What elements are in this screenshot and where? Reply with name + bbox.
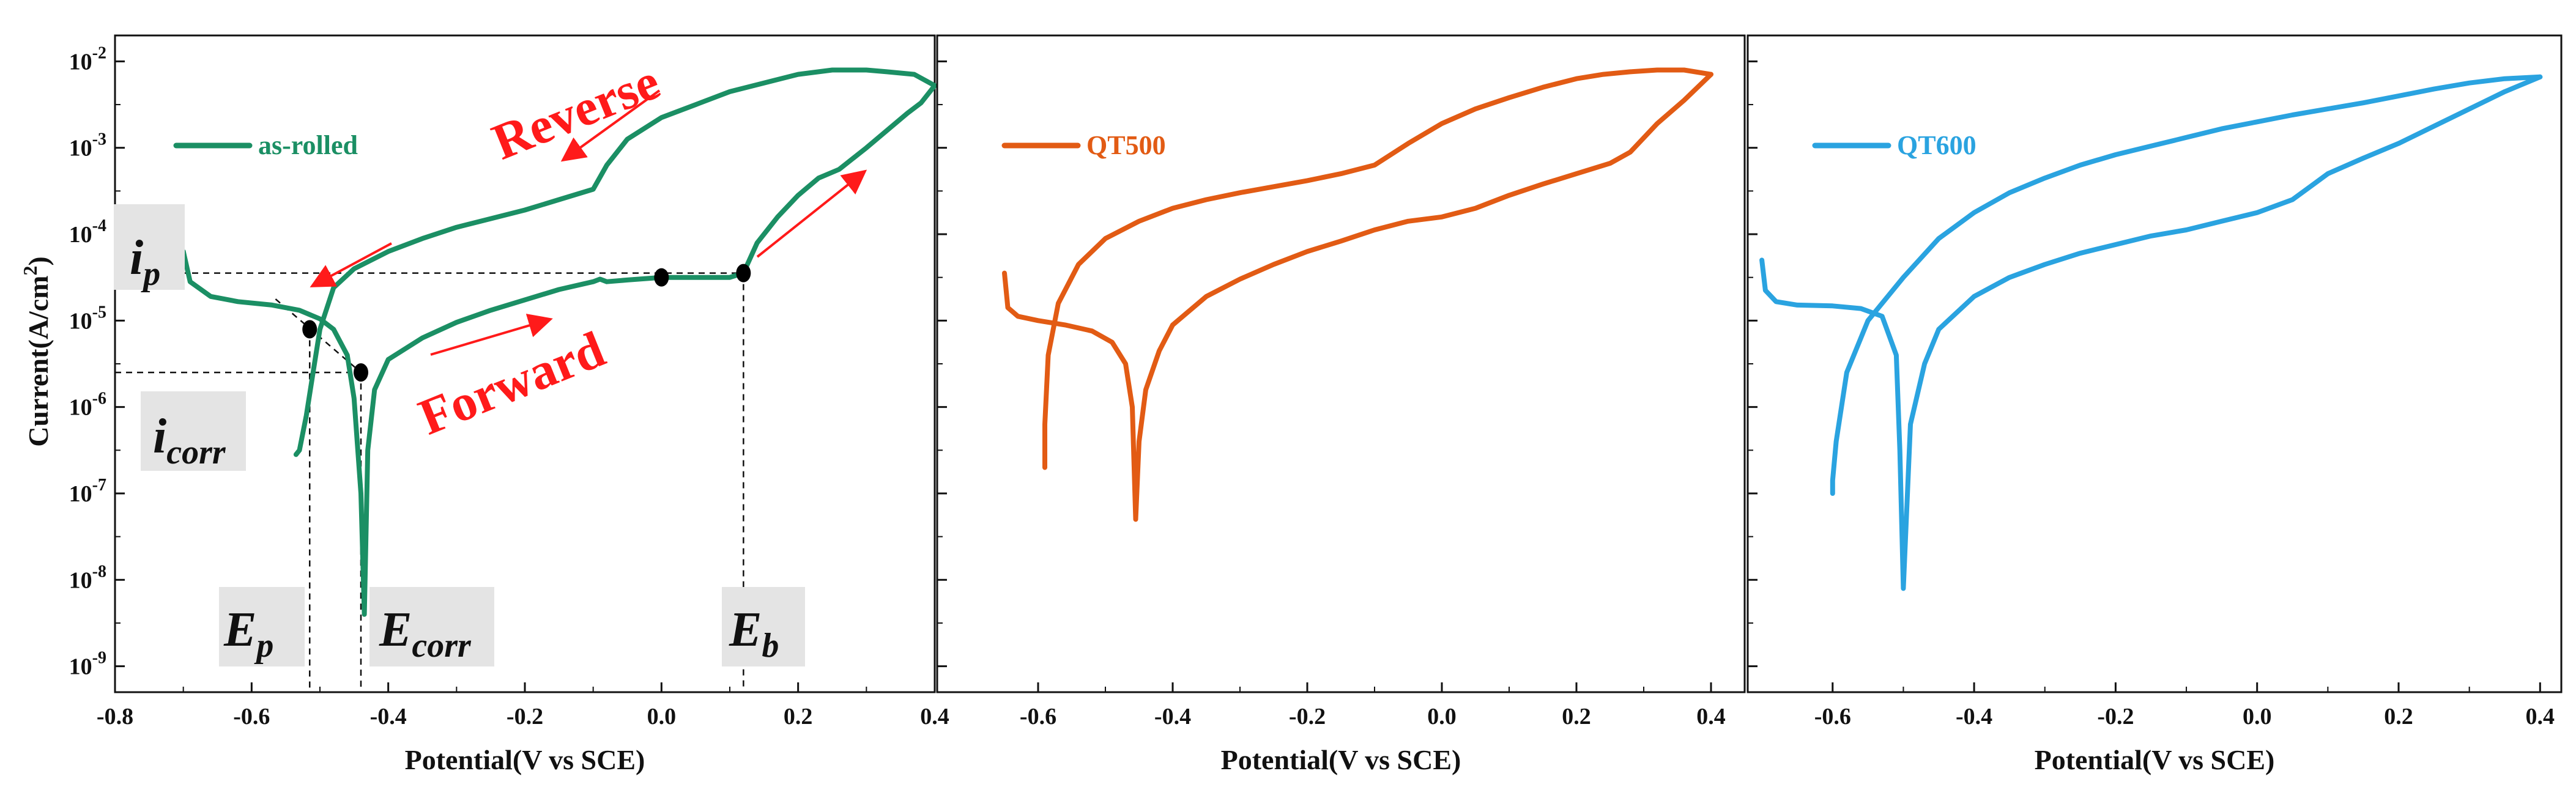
x-tick-label: 0.4	[920, 704, 949, 729]
x-tick-label: -0.2	[2097, 704, 2134, 729]
y-tick-label: 10-2	[69, 43, 106, 75]
x-tick-label: 0.2	[784, 704, 813, 729]
eb-label: Eb	[729, 603, 779, 665]
eb-label-sub: b	[762, 627, 779, 665]
y-axis-title: Current(A/cm2)	[19, 256, 54, 447]
legend-label: as-rolled	[258, 130, 358, 160]
y-tick-label: 10-5	[69, 303, 106, 334]
x-tick-label: -0.6	[1020, 704, 1056, 729]
icorr-label-main: i	[153, 410, 166, 463]
eb-label-box	[722, 587, 805, 666]
y-tick-label: 10-4	[69, 216, 106, 248]
x-tick-label: -0.4	[370, 704, 407, 729]
panel-qt600: -0.6 -0.4 -0.2 0.0 0.2 0.4 Potential(V vs SCE)…	[1746, 34, 2563, 775]
forward-arrow	[430, 314, 553, 356]
ecorr-label-box	[369, 587, 494, 666]
icorr-label: icorr	[153, 410, 226, 471]
ecorr-label-sub: corr	[412, 627, 472, 665]
series-breakdown-line	[741, 83, 937, 276]
ip-label-main: i	[130, 231, 143, 285]
y-tick-label-exp: -6	[92, 389, 106, 408]
ip-label-box	[114, 204, 185, 290]
breakdown-arrow	[756, 169, 867, 258]
y-tick-label: 10-9	[69, 649, 106, 680]
y-tick-label: 10-6	[69, 389, 106, 421]
x-tick-label: 0.4	[1696, 704, 1726, 729]
x-tick-label: -0.4	[1956, 704, 1992, 729]
icorr-label-box	[141, 391, 246, 471]
y-tick-label-exp: -8	[92, 562, 106, 581]
y-axis-title-sup: 2	[19, 266, 41, 276]
y-axis-title-main: Current(A/cm	[23, 276, 54, 447]
x-tick-label: -0.2	[507, 704, 543, 729]
ep-label-box	[219, 587, 305, 666]
y-axis-title-close: )	[23, 256, 54, 265]
series-reverse-line	[1830, 74, 2543, 496]
panel-as-rolled: 10-910-810-710-610-510-410-310-2-0.8 -0.6…	[69, 34, 949, 775]
y-tick-label-base: 10	[69, 567, 92, 593]
y-tick-label: 10-3	[69, 130, 106, 161]
point-passive	[654, 268, 669, 287]
y-tick-label: 10-7	[69, 476, 106, 507]
ip-label: ip	[130, 231, 160, 293]
x-tick-label: -0.6	[233, 704, 270, 729]
y-tick-label-exp: -7	[92, 476, 106, 495]
y-tick-label-base: 10	[69, 481, 92, 507]
y-tick-label-exp: -4	[92, 216, 106, 235]
y-tick-label-base: 10	[69, 222, 92, 248]
x-tick-label: -0.2	[1289, 704, 1326, 729]
x-tick-label: 0.0	[2243, 704, 2272, 729]
y-tick-label-base: 10	[69, 308, 92, 334]
series-forward-line	[180, 249, 746, 617]
x-tick-label: 0.0	[1427, 704, 1457, 729]
series-reverse-line	[1042, 67, 1713, 470]
y-tick-label-base: 10	[69, 136, 92, 161]
x-axis-title: Potential(V vs SCE)	[2035, 744, 2275, 775]
ip-label-sub: p	[141, 255, 160, 293]
y-tick-label-exp: -2	[92, 43, 106, 62]
ecorr-label: Ecorr	[379, 603, 472, 665]
point-ecorr	[354, 363, 368, 382]
y-tick-label-exp: -3	[92, 130, 106, 149]
y-tick-label-base: 10	[69, 49, 92, 75]
ep-label-sub: p	[254, 627, 273, 665]
x-tick-label: 0.2	[1562, 704, 1591, 729]
x-tick-label: 0.2	[2384, 704, 2413, 729]
x-axis-title: Potential(V vs SCE)	[1221, 744, 1461, 775]
x-tick-label: -0.4	[1154, 704, 1191, 729]
reverse-arrow-lower	[310, 242, 392, 287]
x-tick-label: 0.0	[647, 704, 677, 729]
y-tick-label-base: 10	[69, 395, 92, 421]
panel-qt500: -0.6 -0.4 -0.2 0.0 0.2 0.4 Potential(V vs SCE)…	[936, 34, 1746, 775]
x-axis-title: Potential(V vs SCE)	[405, 744, 645, 775]
icorr-label-sub: corr	[166, 434, 226, 471]
ecorr-label-main: E	[379, 603, 412, 657]
x-tick-label: -0.6	[1814, 704, 1851, 729]
point-eb	[736, 264, 751, 282]
series-forward-line	[1002, 72, 1713, 522]
y-tick-label-exp: -5	[92, 303, 106, 322]
point-ep	[302, 320, 317, 339]
ep-label-main: E	[223, 603, 256, 657]
series-reverse-line	[293, 67, 937, 457]
x-tick-label: -0.8	[97, 704, 133, 729]
ep-label: Ep	[223, 603, 273, 665]
reverse-arrow-upper	[560, 89, 661, 162]
y-tick-label-base: 10	[69, 654, 92, 680]
y-tick-label-exp: -9	[92, 649, 106, 668]
y-tick-label: 10-8	[69, 562, 106, 593]
legend-label: QT500	[1086, 130, 1166, 160]
x-tick-label: 0.4	[2526, 704, 2555, 729]
series-forward-line	[1759, 74, 2543, 591]
eb-label-main: E	[729, 603, 762, 657]
legend-label: QT600	[1897, 130, 1977, 160]
